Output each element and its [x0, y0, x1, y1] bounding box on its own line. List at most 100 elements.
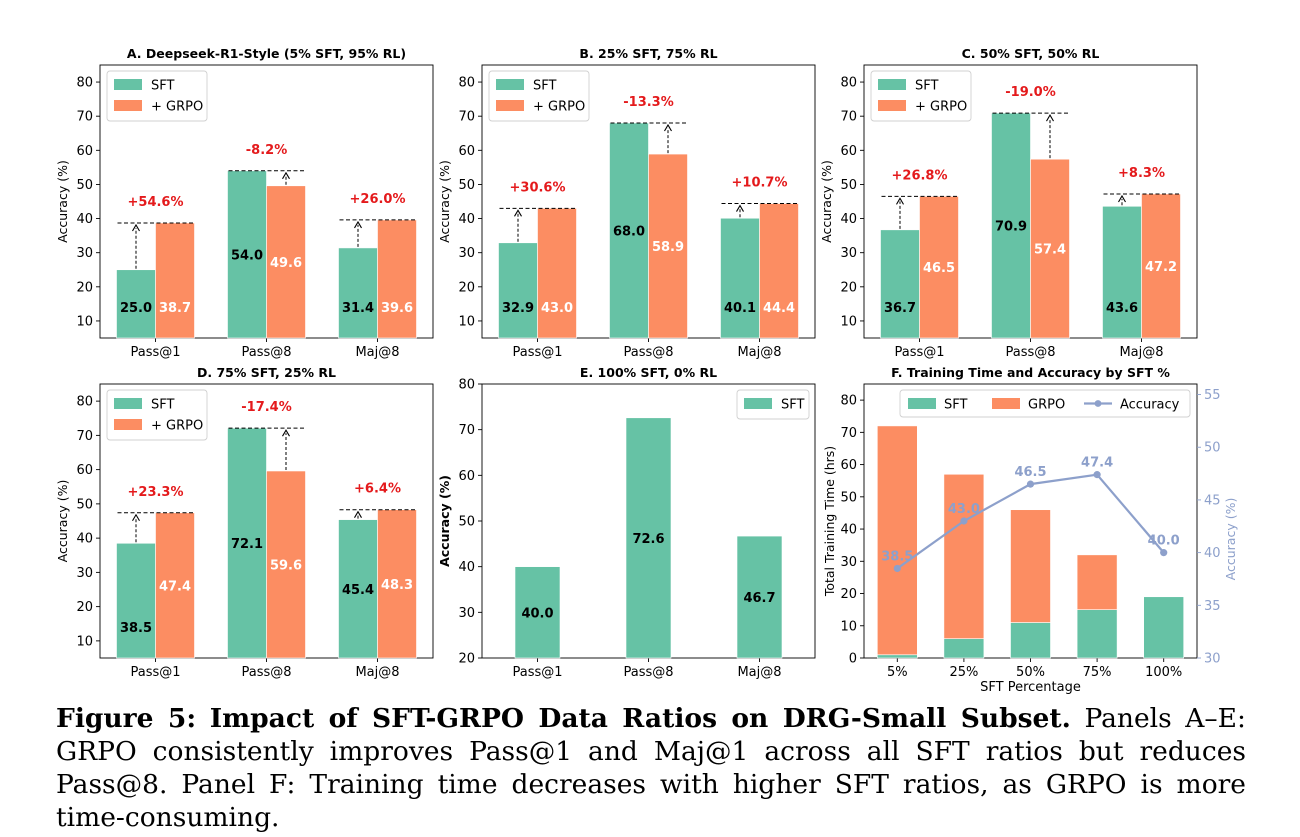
legend-label: + GRPO — [151, 100, 203, 115]
panel-title: B. 25% SFT, 75% RL — [579, 46, 717, 61]
bar-grpo-Pass@1 — [155, 222, 195, 339]
bar-grpo-Pass@8 — [266, 470, 306, 659]
delta-arrow-head — [736, 204, 744, 212]
bar-grpo-Maj@8 — [759, 203, 799, 339]
x-tick-label: Maj@8 — [355, 665, 399, 680]
delta-label: +6.4% — [354, 482, 401, 497]
legend-swatch — [114, 79, 142, 90]
x-tick-label: Pass@1 — [130, 345, 180, 360]
legend-marker — [1094, 400, 1102, 407]
y-tick-label: 40 — [840, 523, 857, 538]
figure-5: A. Deepseek-R1-Style (5% SFT, 95% RL) 10 2… — [55, 46, 1238, 695]
y-tick-label: 80 — [458, 378, 475, 393]
delta-arrow-head — [132, 223, 140, 232]
y2-tick-label: 40 — [1204, 546, 1221, 561]
y-tick-label: 70 — [458, 423, 475, 438]
y-tick-label: 60 — [76, 463, 93, 478]
accuracy-point — [1093, 471, 1101, 479]
y-tick-label: 30 — [76, 566, 93, 581]
legend-swatch — [114, 398, 142, 409]
y-tick-label: 50 — [840, 178, 857, 193]
value-label-grpo: 49.6 — [270, 256, 302, 271]
x-tick-label: Maj@8 — [355, 345, 399, 360]
bar-sft-Pass@1 — [514, 566, 561, 659]
delta-arrow-head — [282, 171, 290, 180]
y-axis-label: Accuracy (%) — [437, 475, 452, 567]
legend-label: Accuracy — [1120, 398, 1180, 413]
y-tick-label: 80 — [458, 76, 475, 91]
bar-sft-Pass@1 — [116, 542, 156, 659]
legend-label: SFT — [781, 398, 805, 413]
delta-label: +10.7% — [732, 176, 788, 191]
y-tick-label: 50 — [458, 515, 475, 530]
y-tick-label: 10 — [76, 314, 93, 329]
accuracy-label: 38.5 — [881, 549, 913, 564]
y-tick-label: 20 — [840, 587, 857, 602]
value-label-sft: 54.0 — [231, 248, 263, 263]
value-label-grpo: 47.2 — [1145, 260, 1177, 275]
legend-swatch — [908, 398, 936, 409]
value-label-sft: 46.7 — [743, 591, 775, 606]
y2-tick-label: 35 — [1204, 599, 1221, 614]
y-tick-label: 60 — [840, 458, 857, 473]
bar-grpo-Pass@1 — [919, 196, 959, 339]
accuracy-label: 47.4 — [1081, 456, 1113, 471]
value-label-sft: 45.4 — [342, 583, 374, 598]
y-axis-label: Accuracy (%) — [55, 160, 70, 243]
bar-sft-Pass@8 — [625, 417, 672, 659]
y-tick-label: 80 — [76, 76, 93, 91]
bar-grpo-Pass@1 — [537, 208, 577, 339]
value-label-grpo: 57.4 — [1034, 243, 1066, 258]
x-tick-label: Pass@1 — [894, 345, 944, 360]
y-tick-label: 20 — [76, 600, 93, 615]
value-label-grpo: 48.3 — [381, 578, 413, 593]
bar-sft-Pass@8 — [991, 112, 1031, 339]
legend-label: SFT — [915, 79, 939, 94]
y-tick-label: 60 — [840, 144, 857, 159]
delta-arrow-head — [132, 513, 140, 522]
y-axis-label: Accuracy (%) — [819, 160, 834, 243]
delta-arrow-head — [1118, 194, 1126, 203]
bar-sft-Maj@8 — [1102, 205, 1142, 339]
value-label-sft: 32.9 — [502, 301, 534, 316]
value-label-grpo: 58.9 — [652, 240, 684, 255]
bar-sft-25% — [943, 638, 985, 659]
bar-sft-100% — [1143, 596, 1184, 659]
y-tick-label: 60 — [458, 144, 475, 159]
bar-grpo-5% — [876, 425, 918, 656]
x-tick-label: Pass@1 — [512, 345, 562, 360]
bar-grpo-Pass@8 — [266, 185, 306, 339]
x-tick-label: 100% — [1145, 665, 1182, 680]
y-tick-label: 70 — [76, 110, 93, 125]
accuracy-point — [1026, 480, 1035, 488]
panel-title: F. Training Time and Accuracy by SFT % — [891, 365, 1170, 380]
y-axis-label: Accuracy (%) — [55, 480, 70, 563]
y-tick-label: 10 — [840, 314, 857, 329]
value-label-sft: 38.5 — [120, 621, 152, 636]
delta-arrow-head — [354, 510, 362, 518]
y-tick-label: 80 — [76, 395, 93, 410]
y-tick-label: 80 — [840, 394, 857, 409]
legend-box — [899, 389, 1191, 418]
legend-label: SFT — [533, 79, 557, 94]
panel-c: C. 50% SFT, 50% RL 10 20 30 40 50 60 70 80 Accura… — [819, 46, 1198, 360]
value-label-sft: 40.0 — [521, 606, 553, 621]
caption-title: Impact of SFT-GRPO Data Ratios on DRG-Sm… — [209, 703, 1071, 734]
y2-tick-label: 45 — [1204, 493, 1221, 508]
value-label-sft: 72.6 — [632, 532, 664, 547]
delta-label: -8.2% — [246, 143, 287, 158]
x-tick-label: 75% — [1083, 665, 1112, 680]
value-label-sft: 72.1 — [231, 537, 263, 552]
bar-sft-Maj@8 — [736, 535, 783, 659]
legend-swatch — [496, 79, 524, 90]
delta-arrow-head — [896, 197, 904, 205]
legend-label: SFT — [151, 79, 175, 94]
x-tick-label: Maj@8 — [1119, 345, 1163, 360]
panel-b: B. 25% SFT, 75% RL 10 20 30 40 50 60 70 80 Accura… — [437, 46, 816, 360]
value-label-grpo: 44.4 — [763, 301, 795, 316]
bar-sft-Pass@1 — [880, 229, 920, 339]
x-tick-label: Pass@1 — [130, 665, 180, 680]
panel-d: D. 75% SFT, 25% RL 10 20 30 40 50 60 70 80 Accura… — [55, 365, 434, 680]
y-tick-label: 0 — [849, 652, 857, 667]
y-tick-label: 20 — [458, 652, 475, 667]
